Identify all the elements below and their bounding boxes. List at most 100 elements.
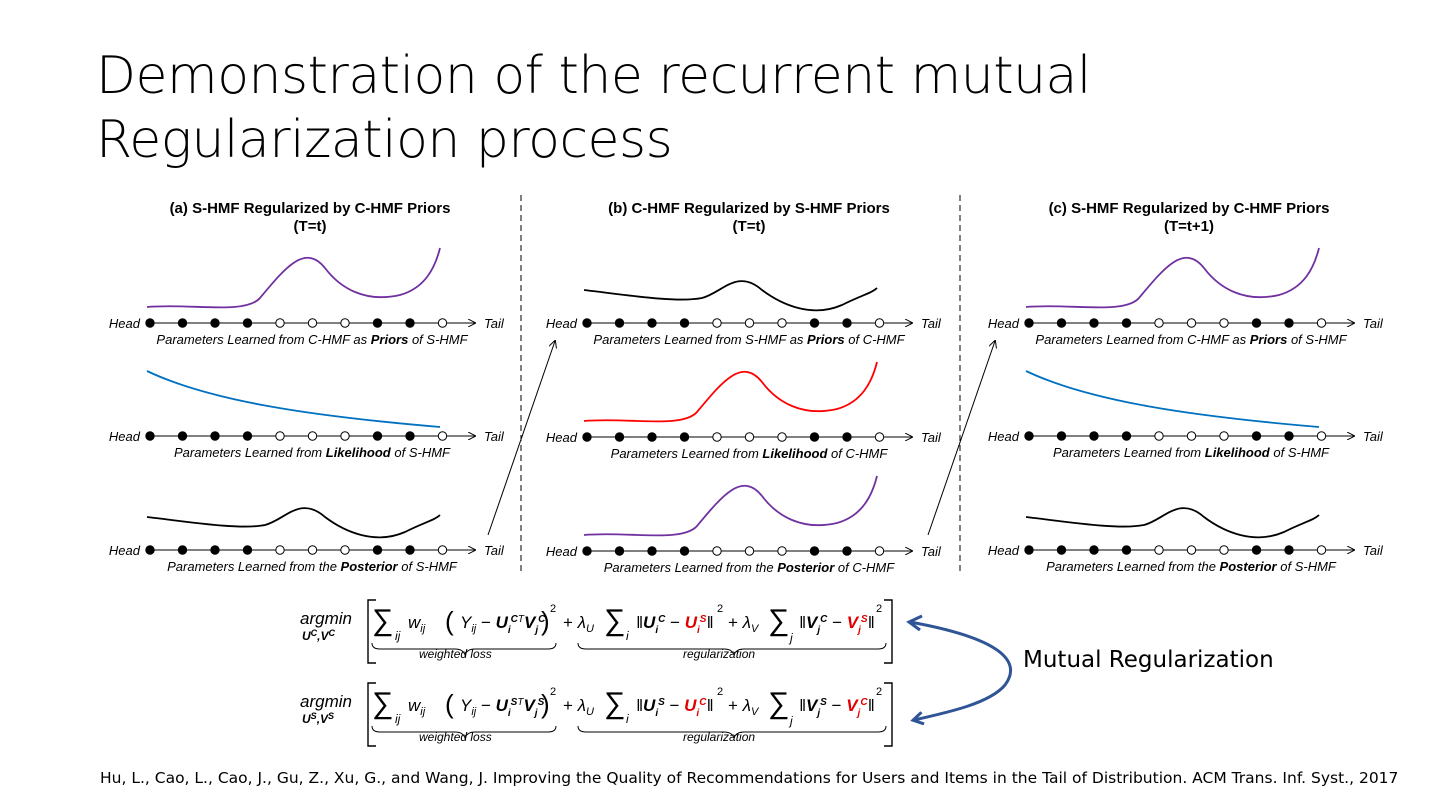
panel-title: (a) S-HMF Regularized by C-HMF Priors: [170, 200, 451, 217]
svg-text:+ λU: + λU: [563, 696, 594, 718]
svg-text:j: j: [788, 714, 793, 728]
filled-dot: [582, 318, 592, 328]
filled-dot: [842, 432, 852, 442]
filled-dot: [614, 432, 625, 442]
svg-text:Yij − UiCTVjC: Yij − UiCTVjC: [460, 613, 546, 636]
svg-text:j: j: [788, 631, 793, 645]
svg-text:2: 2: [717, 686, 723, 698]
argmin-2: argmin: [300, 692, 352, 711]
hollow-dot: [744, 432, 755, 442]
hollow-dot: [744, 318, 755, 328]
hollow-dot: [777, 546, 787, 556]
row-caption: Parameters Learned from the Posterior of…: [167, 559, 458, 574]
hollow-dot: [1186, 545, 1197, 555]
axis-row: Head Tail Parameters Learned from Likeliho…: [546, 361, 942, 461]
axis-row: Head Tail Parameters Learned from C-HMF as…: [988, 247, 1384, 347]
row-caption: Parameters Learned from Likelihood of S-…: [1053, 445, 1330, 460]
head-label: Head: [546, 316, 578, 331]
filled-dot: [1089, 431, 1099, 441]
weighted-loss-label: weighted loss: [419, 730, 492, 744]
axis-row: Head Tail Parameters Learned from the Post…: [988, 507, 1384, 574]
svg-text:): ): [541, 606, 550, 636]
svg-text:2: 2: [550, 686, 556, 698]
regularization-label: regularization: [683, 647, 755, 661]
hollow-dot: [340, 545, 350, 555]
slide-title-line-1: Demonstration of the recurrent mutual: [96, 46, 1091, 106]
hollow-dot: [874, 432, 885, 442]
filled-dot: [242, 318, 253, 328]
parameter-curve: [1025, 247, 1320, 309]
panel-title: (b) C-HMF Regularized by S-HMF Priors: [608, 200, 890, 217]
svg-text:wij: wij: [408, 613, 426, 635]
svg-text:2: 2: [550, 603, 556, 615]
filled-dot: [614, 546, 625, 556]
hollow-dot: [1219, 318, 1229, 328]
svg-text:2: 2: [876, 686, 882, 698]
hollow-dot: [777, 318, 787, 328]
filled-dot: [405, 318, 415, 328]
panel-subtitle: (T=t+1): [1164, 218, 1214, 235]
parameter-curve: [583, 475, 878, 537]
svg-text:i: i: [626, 712, 629, 726]
parameter-curve: [583, 280, 878, 312]
row-caption: Parameters Learned from the Posterior of…: [604, 560, 896, 575]
slide-title: Demonstration of the recurrent mutual Re…: [96, 44, 1296, 172]
filled-dot: [242, 545, 253, 555]
parameter-curve: [583, 361, 878, 423]
head-label: Head: [988, 316, 1020, 331]
tail-label: Tail: [484, 316, 505, 331]
hollow-dot: [874, 546, 885, 556]
hollow-dot: [340, 431, 350, 441]
svg-text:wij: wij: [408, 696, 426, 718]
regularization-label: regularization: [683, 730, 755, 744]
svg-text:‖UiC − UiS‖: ‖UiC − UiS‖: [636, 613, 713, 636]
svg-text:‖VjS − VjC‖: ‖VjS − VjC‖: [799, 696, 875, 719]
parameter-curve: [146, 247, 441, 309]
parameter-curve: [1025, 370, 1320, 428]
filled-dot: [372, 545, 383, 555]
head-label: Head: [109, 316, 141, 331]
tail-label: Tail: [921, 316, 942, 331]
svg-text:+ λV: + λV: [728, 613, 760, 635]
axis-row: Head Tail Parameters Learned from Likeliho…: [109, 370, 505, 460]
svg-text:+ λU: + λU: [563, 613, 594, 635]
filled-dot: [1251, 318, 1262, 328]
axis-row: Head Tail Parameters Learned from S-HMF as…: [546, 280, 942, 347]
svg-text:+ λV: + λV: [728, 696, 760, 718]
filled-dot: [210, 318, 220, 328]
hollow-dot: [712, 546, 722, 556]
hollow-dot: [1154, 318, 1164, 328]
hollow-dot: [275, 431, 285, 441]
tail-label: Tail: [484, 543, 505, 558]
svg-text:∑: ∑: [604, 604, 625, 637]
filled-dot: [582, 432, 592, 442]
head-label: Head: [109, 429, 141, 444]
axis-row: Head Tail Parameters Learned from C-HMF as…: [109, 247, 505, 347]
filled-dot: [177, 318, 188, 328]
row-caption: Parameters Learned from the Posterior of…: [1046, 559, 1337, 574]
svg-text:∑: ∑: [768, 604, 789, 637]
argmin-1: argmin: [300, 609, 352, 628]
mutual-regularization-label: Mutual Regularization: [1023, 647, 1274, 673]
filled-dot: [145, 318, 155, 328]
svg-text:(: (: [445, 689, 454, 719]
svg-text:∑: ∑: [604, 687, 625, 720]
hollow-dot: [1154, 545, 1164, 555]
row-caption: Parameters Learned from Likelihood of C-…: [611, 446, 889, 461]
hollow-dot: [437, 545, 448, 555]
filled-dot: [1121, 545, 1132, 555]
svg-text:∑: ∑: [372, 687, 393, 720]
filled-dot: [679, 318, 690, 328]
filled-dot: [679, 432, 690, 442]
filled-dot: [842, 546, 852, 556]
svg-text:‖UiS − UiC‖: ‖UiS − UiC‖: [636, 696, 713, 719]
argmin-2-subscript: US,VS: [302, 711, 334, 726]
svg-text:∑: ∑: [768, 687, 789, 720]
mutual-regularization-arrow-head: [906, 614, 923, 632]
filled-dot: [842, 318, 852, 328]
tail-label: Tail: [1363, 316, 1384, 331]
hollow-dot: [1316, 545, 1327, 555]
filled-dot: [582, 546, 592, 556]
svg-text:‖VjC − VjS‖: ‖VjC − VjS‖: [799, 613, 875, 636]
tail-label: Tail: [921, 430, 942, 445]
